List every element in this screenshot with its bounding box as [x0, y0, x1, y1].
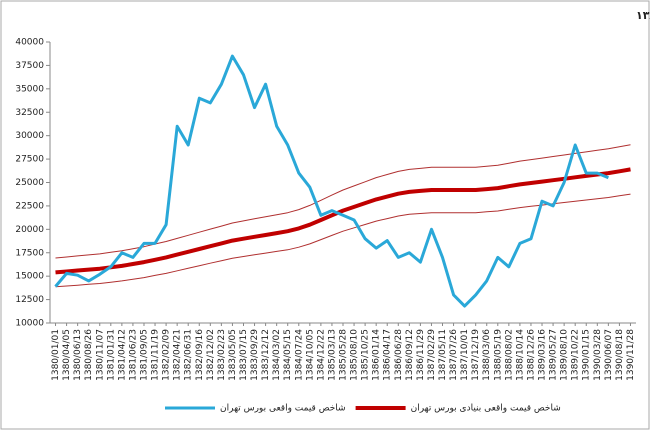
y-tick-label: 12500 [15, 295, 44, 305]
legend-label: شاخص قیمت واقعی بنیادی بورس تهران [411, 404, 561, 414]
x-tick-label: 1388/08/02 [504, 329, 514, 381]
y-tick-label: 10000 [15, 319, 44, 329]
x-tick-label: 1388/05/19 [493, 329, 503, 381]
x-tick-label: 1386/06/28 [394, 329, 404, 381]
x-tick-label: 1382/12/02 [206, 329, 216, 381]
x-tick-label: 1384/03/02 [272, 329, 282, 381]
x-tick-label: 1387/12/19 [471, 329, 481, 381]
x-tick-label: 1382/06/31 [184, 329, 194, 381]
x-tick-label: 1383/09/29 [250, 329, 260, 381]
legend-label: شاخص قیمت واقعی بورس تهران [220, 404, 346, 414]
x-tick-label: 1387/05/11 [438, 329, 448, 381]
x-tick-label: 1381/11/19 [151, 329, 161, 381]
x-tick-label: 1386/09/12 [405, 329, 415, 381]
x-tick-label: 1383/07/15 [239, 329, 249, 381]
x-tick-label: 1387/10/01 [460, 329, 470, 381]
y-tick-label: 25000 [15, 178, 44, 188]
y-tick-label: 27500 [15, 155, 44, 165]
y-tick-label: 32500 [15, 108, 44, 118]
x-tick-label: 1390/08/18 [615, 329, 625, 381]
x-tick-label: 1389/05/27 [549, 329, 559, 381]
x-tick-label: 1380/06/13 [73, 329, 83, 381]
y-tick-label: 37500 [15, 61, 44, 71]
x-tick-label: 1385/10/25 [361, 329, 371, 381]
x-tick-label: 1383/12/12 [261, 329, 271, 381]
x-tick-label: 1386/11/29 [416, 329, 426, 381]
x-tick-label: 1390/11/28 [626, 329, 636, 381]
x-tick-label: 1384/10/05 [305, 329, 315, 381]
x-tick-label: 1381/04/12 [117, 329, 127, 381]
series-line [54, 54, 609, 308]
x-tick-label: 1385/08/10 [350, 329, 360, 381]
x-tick-label: 1382/02/09 [162, 329, 172, 381]
y-tick-label: 30000 [15, 131, 44, 141]
x-tick-label: 1382/04/21 [173, 329, 183, 381]
x-tick-label: 1385/05/28 [339, 329, 349, 381]
x-tick-label: 1389/03/16 [538, 329, 548, 381]
chart-title: نمودار ۲: روند شاخص قیمت واقعی و شاخص قی… [636, 9, 650, 22]
x-tick-label: 1380/08/26 [84, 329, 94, 381]
x-tick-label: 1382/09/16 [195, 329, 205, 381]
x-tick-label: 1383/05/05 [228, 329, 238, 381]
series-line [55, 193, 631, 288]
x-tick-label: 1384/05/15 [283, 329, 293, 381]
x-tick-label: 1386/01/14 [372, 329, 382, 381]
x-tick-label: 1380/01/01 [51, 329, 61, 381]
x-tick-label: 1385/03/13 [327, 329, 337, 381]
x-tick-label: 1381/01/31 [106, 329, 116, 381]
x-tick-label: 1384/12/22 [316, 329, 326, 381]
x-tick-label: 1387/02/29 [427, 329, 437, 381]
x-tick-label: 1388/10/14 [515, 329, 525, 381]
y-tick-label: 20000 [15, 225, 44, 235]
x-tick-label: 1383/02/23 [217, 329, 227, 381]
series-line [55, 167, 631, 275]
x-tick-label: 1387/07/26 [449, 329, 459, 381]
x-tick-label: 1381/06/23 [128, 329, 138, 381]
x-tick-label: 1380/11/07 [95, 329, 105, 381]
y-tick-label: 22500 [15, 201, 44, 211]
y-tick-label: 35000 [15, 84, 44, 94]
x-tick-label: 1390/06/07 [604, 329, 614, 381]
x-tick-label: 1388/03/06 [482, 329, 492, 381]
x-tick-label: 1390/03/28 [593, 329, 603, 381]
x-tick-label: 1386/04/17 [383, 329, 393, 381]
y-tick-label: 15000 [15, 272, 44, 282]
x-tick-label: 1389/10/22 [571, 329, 581, 381]
y-tick-label: 17500 [15, 248, 44, 258]
x-tick-label: 1389/08/10 [560, 329, 570, 381]
x-tick-label: 1380/04/05 [62, 329, 72, 381]
y-tick-label: 40000 [15, 38, 44, 48]
x-tick-label: 1381/09/05 [139, 329, 149, 381]
x-tick-label: 1384/07/24 [294, 329, 304, 381]
x-tick-label: 1390/01/15 [582, 329, 592, 381]
x-tick-label: 1388/12/26 [526, 329, 536, 381]
